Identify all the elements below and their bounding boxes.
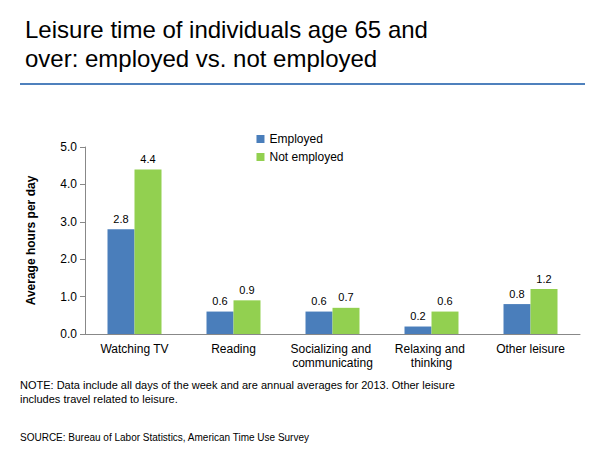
svg-text:0.9: 0.9 <box>239 284 254 296</box>
svg-text:0.6: 0.6 <box>311 295 326 307</box>
svg-text:0.6: 0.6 <box>212 295 227 307</box>
svg-text:communicating: communicating <box>292 356 373 370</box>
svg-text:0.7: 0.7 <box>338 291 353 303</box>
svg-text:0.2: 0.2 <box>410 310 425 322</box>
svg-text:over: employed vs. not employe: over: employed vs. not employed <box>25 45 377 72</box>
svg-text:SOURCE: Bureau of Labor Statis: SOURCE: Bureau of Labor Statistics, Amer… <box>20 432 309 443</box>
svg-text:Employed: Employed <box>269 132 322 146</box>
svg-text:1.2: 1.2 <box>536 273 551 285</box>
svg-text:NOTE: Data include all days of: NOTE: Data include all days of the week … <box>20 379 458 391</box>
svg-text:Reading: Reading <box>211 342 256 356</box>
svg-text:Watching TV: Watching TV <box>100 342 168 356</box>
svg-text:thinking: thinking <box>411 356 452 370</box>
svg-text:Socializing and: Socializing and <box>290 342 374 356</box>
svg-text:4.4: 4.4 <box>140 153 155 165</box>
svg-text:includes travel related to lei: includes travel related to leisure. <box>20 393 178 405</box>
svg-text:Average hours per day: Average hours per day <box>24 175 38 305</box>
svg-text:1.0: 1.0 <box>60 290 77 304</box>
svg-text:0.6: 0.6 <box>437 295 452 307</box>
svg-text:2.0: 2.0 <box>60 252 77 266</box>
svg-text:2.8: 2.8 <box>113 213 128 225</box>
svg-text:0.8: 0.8 <box>509 288 524 300</box>
svg-text:Leisure time of individuals ag: Leisure time of individuals age 65 and <box>25 16 435 43</box>
svg-text:3.0: 3.0 <box>60 215 77 229</box>
svg-text:5.0: 5.0 <box>60 140 77 154</box>
svg-text:4.0: 4.0 <box>60 177 77 191</box>
svg-text:Not employed: Not employed <box>269 150 343 164</box>
svg-text:Other leisure: Other leisure <box>496 342 565 356</box>
svg-text:0.0: 0.0 <box>60 327 77 341</box>
svg-text:Relaxing and: Relaxing and <box>395 342 468 356</box>
